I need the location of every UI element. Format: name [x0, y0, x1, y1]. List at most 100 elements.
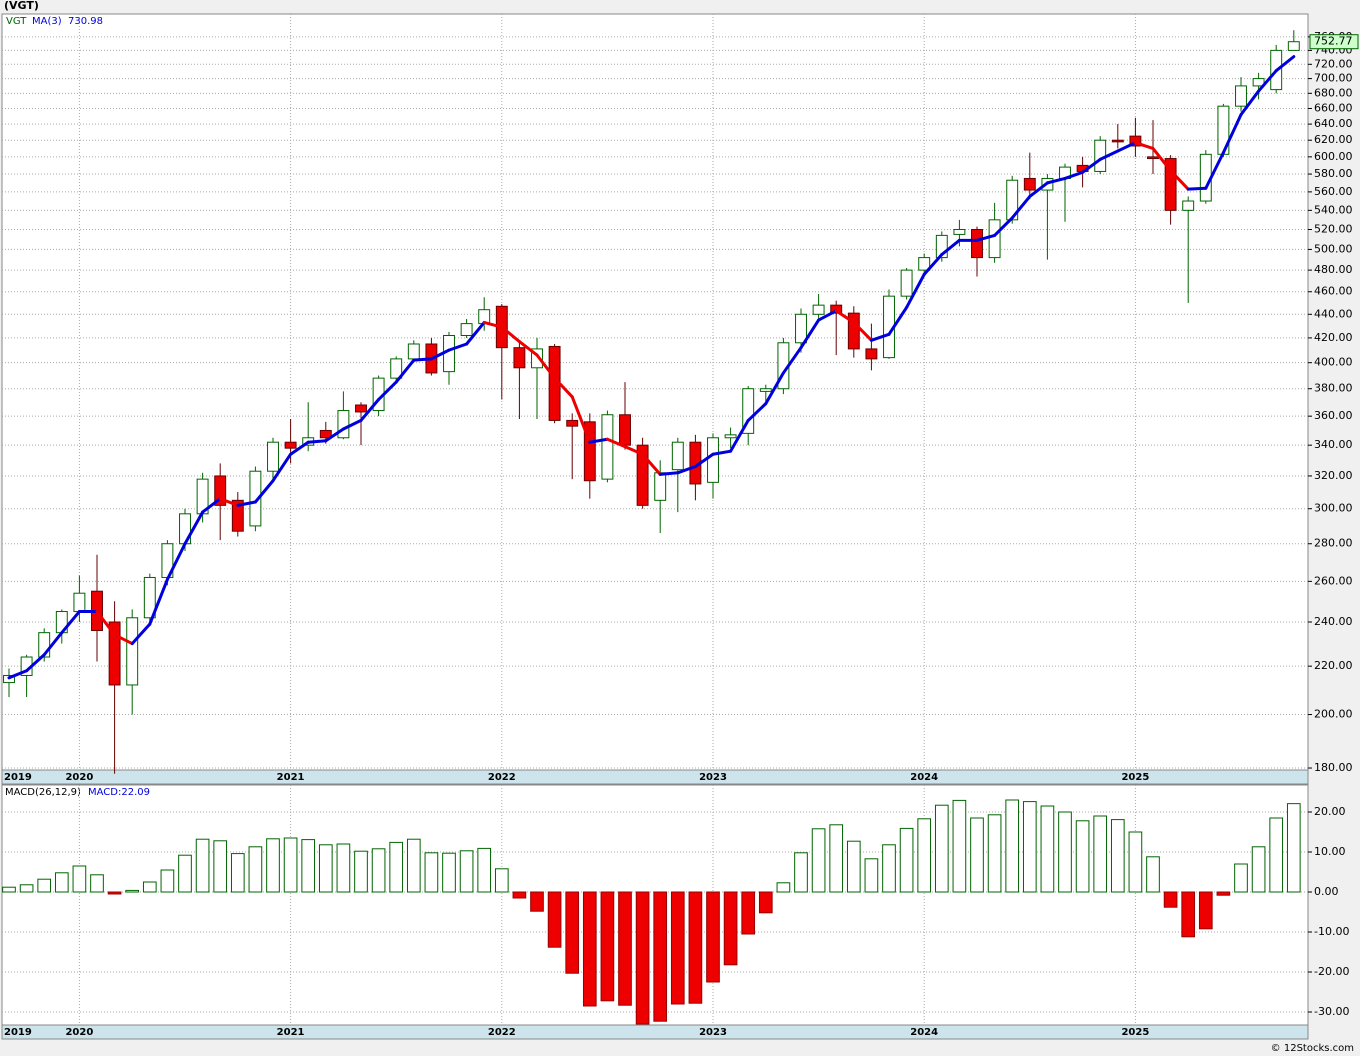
- y-tick-label: 580.00: [1314, 167, 1353, 180]
- ma-line: [1257, 69, 1278, 93]
- candle-body: [847, 312, 860, 350]
- macd-bar: [389, 841, 404, 893]
- ma-line: [975, 233, 997, 242]
- ma-line: [500, 325, 521, 344]
- candle-body: [249, 470, 262, 527]
- ma-line: [869, 332, 891, 342]
- y-tick-label: 520.00: [1314, 222, 1353, 235]
- y-tick-label: -10.00: [1314, 925, 1349, 938]
- macd-bar: [952, 799, 967, 893]
- chart-title: (VGT): [4, 0, 39, 12]
- candle-body: [900, 269, 913, 297]
- macd-bar: [1075, 820, 1090, 893]
- y-tick-label: 280.00: [1314, 537, 1353, 550]
- macd-bar: [2, 886, 16, 893]
- y-tick-label: -30.00: [1314, 1005, 1349, 1018]
- y-tick-label: 180.00: [1314, 761, 1353, 774]
- y-tick-label: 540.00: [1314, 203, 1353, 216]
- x-tick-label: 2022: [488, 1027, 516, 1038]
- macd-bar: [195, 838, 210, 893]
- y-tick-label: 220.00: [1314, 659, 1353, 672]
- y-tick-label: 720.00: [1314, 57, 1353, 70]
- candle-body: [619, 414, 631, 446]
- macd-bar: [582, 891, 597, 1007]
- ma-line: [165, 542, 187, 581]
- macd-bar: [1110, 819, 1125, 893]
- y-tick-label: 20.00: [1314, 805, 1346, 818]
- last-price-box: [1309, 34, 1359, 50]
- candle-body: [267, 441, 279, 472]
- x-tick-label: 2019: [4, 1027, 32, 1038]
- macd-bar: [318, 844, 333, 893]
- candle-body: [460, 323, 473, 336]
- candle-body: [953, 228, 966, 235]
- candle-body: [1164, 158, 1177, 211]
- macd-bar: [442, 852, 456, 893]
- x-tick-label: 2023: [699, 1027, 727, 1038]
- ma-line: [447, 342, 469, 352]
- candle-body: [143, 576, 156, 619]
- ma-line: [465, 320, 486, 346]
- macd-bar: [283, 837, 298, 893]
- ma-line: [218, 497, 240, 507]
- y-tick-label: 200.00: [1314, 708, 1353, 721]
- candle-body: [601, 414, 614, 480]
- candle-body: [108, 621, 121, 686]
- candle-body: [1182, 200, 1195, 211]
- y-tick-label: 500.00: [1314, 242, 1353, 255]
- macd-bar: [741, 891, 756, 935]
- y-tick-label: 640.00: [1314, 117, 1353, 130]
- macd-bar: [758, 891, 773, 914]
- x-tick-label: 2022: [488, 772, 516, 783]
- y-tick-label: 300.00: [1314, 502, 1353, 515]
- candle-body: [390, 358, 403, 379]
- ma-label: MA(3): [32, 16, 62, 27]
- ma-line: [676, 465, 697, 475]
- ma-line: [764, 371, 785, 406]
- candle-body: [1129, 135, 1142, 147]
- x-tick-label: 2024: [910, 1027, 938, 1038]
- ma-line: [1028, 181, 1049, 198]
- y-tick-label: 480.00: [1314, 263, 1353, 276]
- macd-bar: [653, 891, 668, 1022]
- macd-bar: [811, 828, 826, 893]
- candle-body: [126, 617, 139, 686]
- macd-bar: [512, 891, 527, 899]
- ma-line: [130, 622, 152, 646]
- ma-line: [271, 452, 293, 483]
- candle-body: [707, 437, 719, 483]
- y-tick-label: 400.00: [1314, 356, 1353, 369]
- y-tick-label: 420.00: [1314, 331, 1353, 344]
- macd-bar: [987, 814, 1002, 893]
- candle-body: [337, 410, 350, 439]
- y-tick-label: 380.00: [1314, 382, 1353, 395]
- ma-line: [1186, 186, 1208, 191]
- ma-line: [1081, 157, 1102, 174]
- ma-line: [1116, 141, 1137, 153]
- ma-line: [658, 471, 680, 476]
- ma-line: [781, 346, 803, 375]
- x-tick-label: 2020: [65, 772, 93, 783]
- ma-line: [746, 402, 768, 422]
- y-tick-label: 680.00: [1314, 86, 1353, 99]
- footer: © 12Stocks.com: [1271, 1043, 1354, 1054]
- y-tick-label: 360.00: [1314, 409, 1353, 422]
- macd-bar: [1005, 799, 1020, 893]
- ma-line: [693, 452, 715, 469]
- macd-bar: [142, 881, 157, 893]
- macd-bar: [90, 874, 104, 893]
- ticker-label: VGT: [6, 16, 27, 27]
- ma-line: [993, 216, 1014, 237]
- ma-line: [60, 610, 81, 635]
- date-strip: [1, 769, 1309, 785]
- macd-bar: [1181, 891, 1196, 938]
- macd-last: 22.09: [121, 787, 150, 798]
- ma-line: [201, 497, 222, 514]
- ma-line: [1151, 146, 1173, 173]
- macd-bar: [459, 850, 474, 893]
- macd-bar: [794, 852, 808, 893]
- macd-bar: [970, 817, 984, 893]
- ma-line: [887, 305, 909, 336]
- x-tick-label: 2025: [1121, 1027, 1149, 1038]
- macd-bar: [1128, 831, 1143, 893]
